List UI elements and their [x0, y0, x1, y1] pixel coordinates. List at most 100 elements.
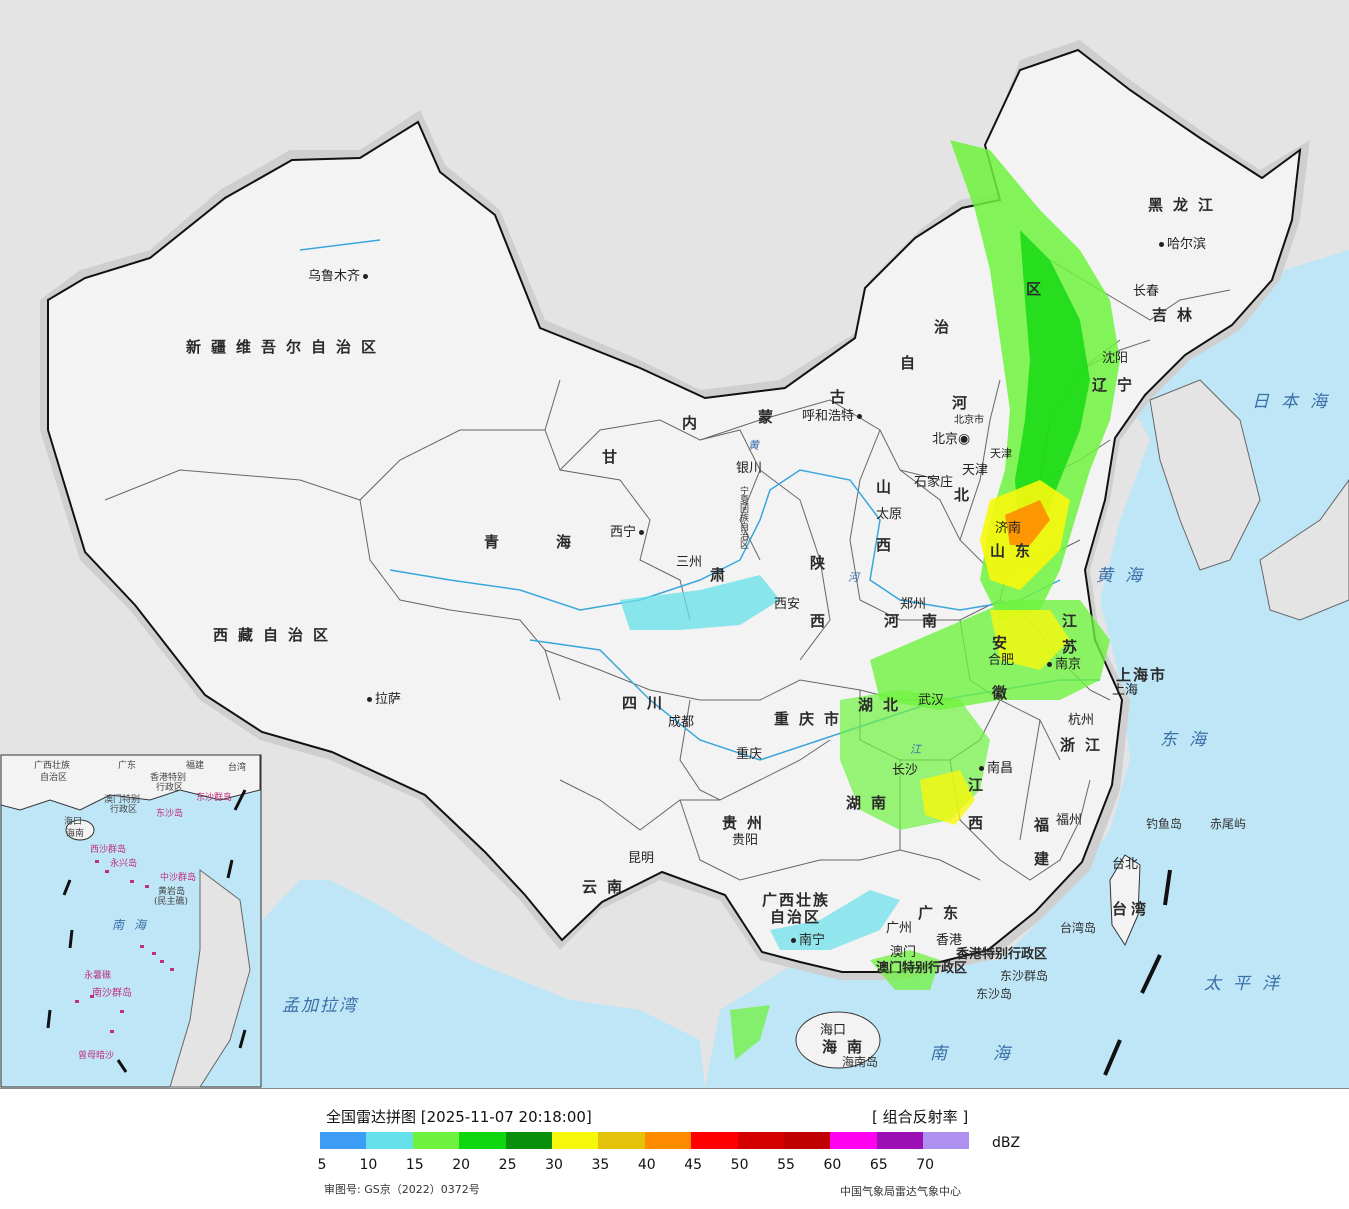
province-label-jiangsu-1: 江 [1062, 612, 1088, 630]
inset-label-hainan: 海南 [66, 829, 85, 839]
island-label-chiwei: 赤尾屿 [1210, 817, 1247, 831]
legend-organization: 中国气象局雷达气象中心 [840, 1185, 961, 1198]
sea-label-japan: 日本海 [1252, 392, 1339, 412]
inset-label-guangxi: 广西壮族 [34, 761, 71, 771]
city-macau: 澳门 [890, 945, 917, 960]
city-nanning: 南宁 [788, 934, 825, 947]
echo-hainan-west [730, 1005, 770, 1060]
city-nanchang: 南昌 [976, 762, 1013, 775]
sea-label-yellow: 黄海 [1096, 566, 1154, 586]
city-tianjin: 天津 [962, 463, 989, 478]
province-label-shandong: 山东 [990, 542, 1041, 560]
city-hefei: 合肥 [988, 653, 1015, 668]
inset-label-nanhai: 南海 [112, 918, 157, 932]
city-marker-icon [1047, 662, 1052, 667]
colorbar-cell-10 [366, 1132, 413, 1149]
island-label-diaoyu: 钓鱼岛 [1146, 817, 1183, 831]
colorbar-cell-5 [320, 1132, 367, 1149]
province-label-henan-2: 南 [922, 612, 948, 630]
city-marker-icon [791, 938, 796, 943]
province-label-anhui-2: 徽 [992, 684, 1018, 702]
colorbar-cell-70 [923, 1132, 970, 1149]
province-label-xinjiang: 新疆维吾尔自治区 [186, 338, 387, 356]
colorbar-tick-65: 65 [869, 1157, 888, 1173]
province-label-neimenggu-1: 内 [682, 414, 708, 432]
city-zhengzhou: 郑州 [900, 597, 927, 612]
colorbar-tick-20: 20 [452, 1157, 471, 1173]
inset-label-dongsha: 东沙岛 [156, 809, 184, 819]
nine-dash-line [1103, 869, 1172, 1076]
city-changsha: 长沙 [892, 763, 919, 778]
province-label-jiangsu-2: 苏 [1062, 638, 1088, 656]
island-label-hainan: 海南岛 [842, 1055, 879, 1069]
legend-approval-number: 审图号: GS京（2022）0372号 [324, 1183, 480, 1196]
province-label-hubei: 湖北 [858, 696, 909, 714]
province-label-liaoning: 辽宁 [1092, 376, 1143, 394]
river-label-jiang: 江 [910, 743, 921, 756]
province-label-neimenggu-6: 区 [1026, 280, 1052, 298]
province-label-taiwan: 台湾 [1112, 900, 1151, 918]
inset-label-nansha: 南沙群岛 [92, 988, 132, 999]
colorbar-cell-55 [783, 1132, 831, 1149]
province-label-shaanxi-1: 陕 [810, 554, 836, 572]
city-marker-icon [367, 697, 372, 702]
inset-label-hk: 香港特别 [150, 773, 187, 783]
legend-product: [ 组合反射率 ] [872, 1108, 969, 1126]
province-label-qinghai-a: 青 [484, 533, 510, 551]
south-sea-inset [0, 754, 262, 1088]
city-changchun: 长春 [1133, 284, 1160, 299]
legend-unit: dBZ [992, 1135, 1021, 1151]
colorbar-cell-65 [876, 1132, 924, 1149]
city-marker-icon [363, 274, 369, 279]
inset-label-minzhu: (民主礁) [154, 897, 189, 907]
colorbar-tick-50: 50 [730, 1157, 749, 1173]
province-label-sichuan: 四川 [622, 694, 673, 712]
city-nanjing: 南京 [1044, 658, 1081, 671]
province-label-shanghai: 上海市 [1116, 666, 1168, 684]
province-label-jiangxi-2: 西 [968, 814, 994, 832]
echo-northeast-core [1015, 230, 1090, 540]
hainan-island-shape [795, 1011, 881, 1069]
province-label-fujian-2: 建 [1034, 850, 1060, 868]
echo-lanzhou [620, 575, 780, 630]
sea-label-south: 南海 [930, 1044, 1056, 1064]
city-taiyuan: 太原 [876, 507, 903, 522]
province-label-qinghai-b: 海 [556, 533, 582, 551]
province-label-macau: 澳门特别行政区 [876, 961, 968, 976]
province-label-ningxia: 宁夏回族自治区 [738, 486, 748, 549]
inset-label-xisha: 西沙群岛 [90, 845, 127, 855]
korea-land [1149, 379, 1261, 571]
island-label-taiwan: 台湾岛 [1060, 921, 1097, 935]
city-shenyang: 沈阳 [1102, 351, 1129, 366]
province-label-guangxi-2: 自治区 [770, 908, 822, 926]
echo-hunan-core [920, 770, 975, 825]
province-label-fujian-1: 福 [1034, 816, 1060, 834]
colorbar-cell-15 [412, 1132, 460, 1149]
province-label-neimenggu-5: 治 [934, 318, 960, 336]
city-hongkong: 香港 [936, 933, 963, 948]
province-label-hebei-2: 北 [954, 486, 980, 504]
province-label-neimenggu-4: 自 [900, 354, 926, 372]
inset-label-zengmu: 曾母暗沙 [78, 1051, 115, 1061]
city-kunming: 昆明 [628, 851, 655, 866]
province-label-jilin: 吉林 [1152, 306, 1203, 324]
echo-guangdong-coast [870, 950, 940, 990]
river-label-he: 河 [848, 571, 859, 584]
city-beijing-municipality: 北京市 [954, 415, 984, 426]
echo-east-core [990, 610, 1070, 670]
japan-land [1259, 479, 1349, 621]
city-xining: 西宁 [610, 526, 647, 539]
bengal-sea-area [262, 880, 705, 1088]
echo-shandong-peak [1005, 500, 1050, 545]
inset-label-mo: 澳门特别 [104, 795, 141, 805]
province-label-hebei-1: 河 [952, 394, 978, 412]
colorbar-tick-45: 45 [684, 1157, 703, 1173]
colorbar-tick-40: 40 [637, 1157, 656, 1173]
city-hohhot: 呼和浩特 [802, 410, 865, 423]
province-label-neimenggu-3: 古 [830, 388, 856, 406]
legend-panel: 全国雷达拼图 [2025-11-07 20:18:00] [ 组合反射率 ] d… [0, 1088, 1349, 1209]
city-marker-icon [639, 530, 645, 535]
colorbar-tick-70: 70 [916, 1157, 935, 1173]
province-label-tibet: 西藏自治区 [213, 626, 339, 644]
inset-label-hk2: 行政区 [156, 783, 184, 793]
